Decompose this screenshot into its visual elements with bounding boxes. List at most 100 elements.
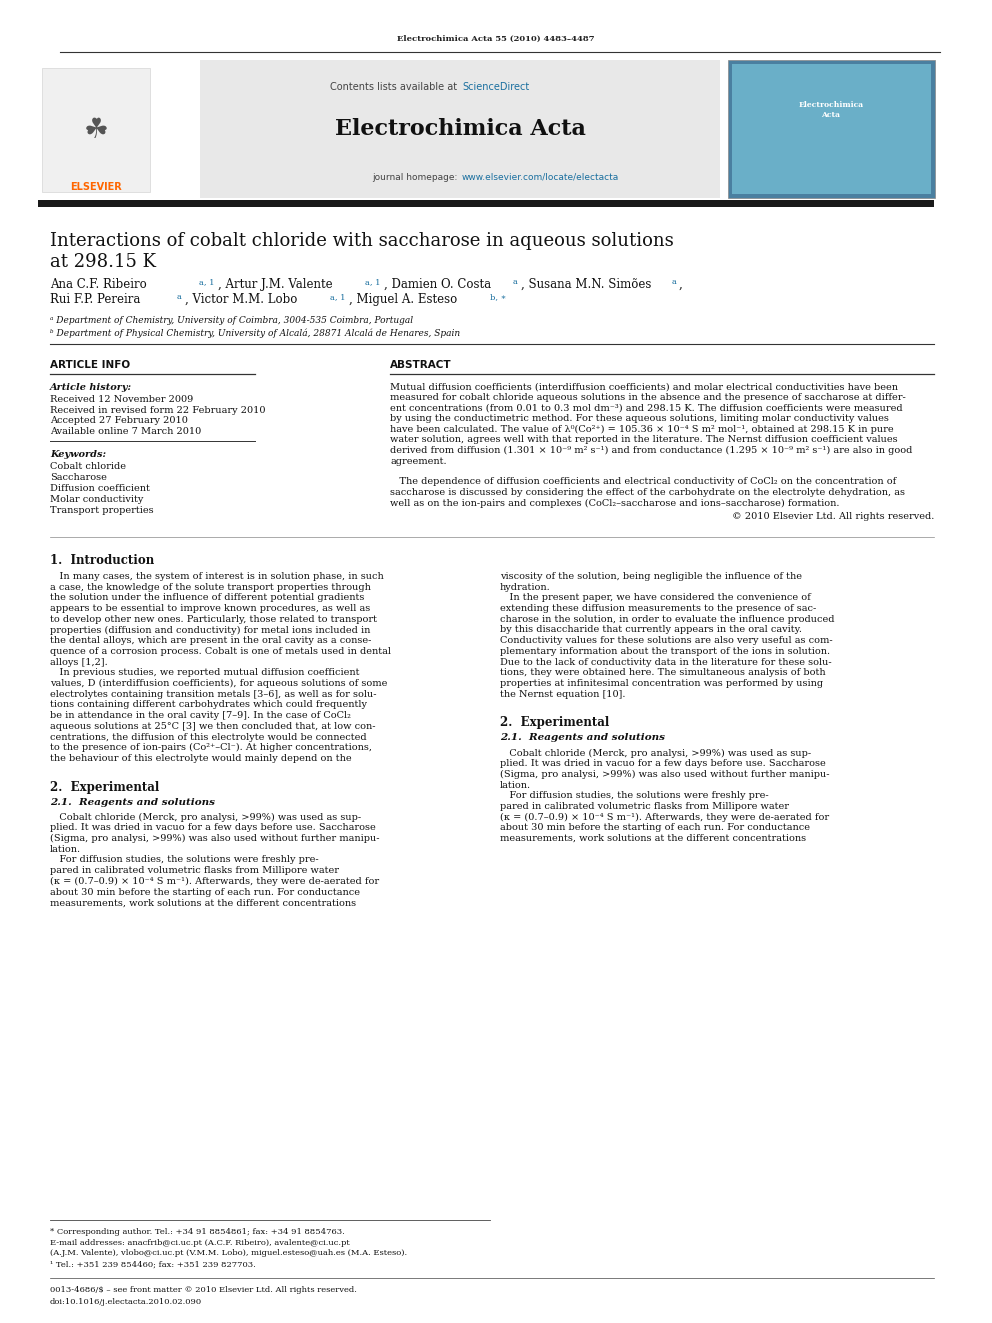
- Text: measurements, work solutions at the different concentrations: measurements, work solutions at the diff…: [500, 833, 806, 843]
- Text: Received in revised form 22 February 2010: Received in revised form 22 February 201…: [50, 406, 266, 415]
- Text: Keywords:: Keywords:: [50, 450, 106, 459]
- Text: Received 12 November 2009: Received 12 November 2009: [50, 396, 193, 404]
- Text: ABSTRACT: ABSTRACT: [390, 360, 451, 370]
- Text: pared in calibrated volumetric flasks from Millipore water: pared in calibrated volumetric flasks fr…: [50, 867, 339, 875]
- Text: ent concentrations (from 0.01 to 0.3 mol dm⁻³) and 298.15 K. The diffusion coeff: ent concentrations (from 0.01 to 0.3 mol…: [390, 404, 903, 413]
- Text: Transport properties: Transport properties: [50, 505, 154, 515]
- Bar: [38, 60, 195, 198]
- Text: Diffusion coefficient: Diffusion coefficient: [50, 484, 150, 493]
- Text: lation.: lation.: [500, 781, 531, 790]
- Text: Rui F.P. Pereira: Rui F.P. Pereira: [50, 292, 141, 306]
- Text: a: a: [672, 278, 677, 286]
- Text: Interactions of cobalt chloride with saccharose in aqueous solutions: Interactions of cobalt chloride with sac…: [50, 232, 674, 250]
- Text: alloys [1,2].: alloys [1,2].: [50, 658, 108, 667]
- Text: journal homepage:: journal homepage:: [372, 173, 460, 183]
- Text: about 30 min before the starting of each run. For conductance: about 30 min before the starting of each…: [500, 823, 810, 832]
- Text: by using the conductimetric method. For these aqueous solutions, limiting molar : by using the conductimetric method. For …: [390, 414, 889, 423]
- Text: (Sigma, pro analysi, >99%) was also used without further manipu-: (Sigma, pro analysi, >99%) was also used…: [500, 770, 829, 779]
- Text: to develop other new ones. Particularly, those related to transport: to develop other new ones. Particularly,…: [50, 615, 377, 624]
- Text: © 2010 Elsevier Ltd. All rights reserved.: © 2010 Elsevier Ltd. All rights reserved…: [732, 512, 934, 521]
- Text: www.elsevier.com/locate/electacta: www.elsevier.com/locate/electacta: [462, 173, 619, 183]
- Text: Available online 7 March 2010: Available online 7 March 2010: [50, 427, 201, 437]
- Text: ☘: ☘: [83, 116, 108, 144]
- Text: ELSEVIER: ELSEVIER: [70, 183, 122, 192]
- Text: extending these diffusion measurements to the presence of sac-: extending these diffusion measurements t…: [500, 605, 816, 613]
- Text: doi:10.1016/j.electacta.2010.02.090: doi:10.1016/j.electacta.2010.02.090: [50, 1298, 202, 1306]
- Text: to the presence of ion-pairs (Co²⁺–Cl⁻). At higher concentrations,: to the presence of ion-pairs (Co²⁺–Cl⁻).…: [50, 744, 372, 753]
- Text: Mutual diffusion coefficients (interdiffusion coefficients) and molar electrical: Mutual diffusion coefficients (interdiff…: [390, 382, 898, 392]
- Bar: [200, 60, 720, 198]
- Text: saccharose is discussed by considering the effect of the carbohydrate on the ele: saccharose is discussed by considering t…: [390, 488, 905, 497]
- Text: Molar conductivity: Molar conductivity: [50, 495, 144, 504]
- Text: For diffusion studies, the solutions were freshly pre-: For diffusion studies, the solutions wer…: [50, 856, 318, 864]
- Bar: [42, 67, 150, 192]
- Text: the behaviour of this electrolyte would mainly depend on the: the behaviour of this electrolyte would …: [50, 754, 351, 763]
- Text: a: a: [513, 278, 518, 286]
- Text: a, 1: a, 1: [199, 278, 214, 286]
- Text: centrations, the diffusion of this electrolyte would be connected: centrations, the diffusion of this elect…: [50, 733, 367, 741]
- Text: properties (diffusion and conductivity) for metal ions included in: properties (diffusion and conductivity) …: [50, 626, 370, 635]
- Text: ᵇ Department of Physical Chemistry, University of Alcalá, 28871 Alcalá de Henare: ᵇ Department of Physical Chemistry, Univ…: [50, 328, 460, 337]
- Text: Electrochimica Acta 55 (2010) 4483–4487: Electrochimica Acta 55 (2010) 4483–4487: [397, 34, 595, 44]
- Text: electrolytes containing transition metals [3–6], as well as for solu-: electrolytes containing transition metal…: [50, 689, 377, 699]
- Text: appears to be essential to improve known procedures, as well as: appears to be essential to improve known…: [50, 605, 370, 613]
- Text: plementary information about the transport of the ions in solution.: plementary information about the transpo…: [500, 647, 830, 656]
- Text: In the present paper, we have considered the convenience of: In the present paper, we have considered…: [500, 594, 810, 602]
- Text: (κ = (0.7–0.9) × 10⁻⁴ S m⁻¹). Afterwards, they were de-aerated for: (κ = (0.7–0.9) × 10⁻⁴ S m⁻¹). Afterwards…: [50, 877, 379, 886]
- Text: plied. It was dried in vacuo for a few days before use. Saccharose: plied. It was dried in vacuo for a few d…: [500, 759, 825, 769]
- Text: by this disaccharide that currently appears in the oral cavity.: by this disaccharide that currently appe…: [500, 626, 802, 635]
- Text: , Victor M.M. Lobo: , Victor M.M. Lobo: [185, 292, 298, 306]
- Text: measurements, work solutions at the different concentrations: measurements, work solutions at the diff…: [50, 898, 356, 908]
- Text: tions containing different carbohydrates which could frequently: tions containing different carbohydrates…: [50, 700, 367, 709]
- Text: , Damien O. Costa: , Damien O. Costa: [384, 278, 491, 291]
- Text: , Miguel A. Esteso: , Miguel A. Esteso: [349, 292, 457, 306]
- Text: a, 1: a, 1: [365, 278, 381, 286]
- Text: tions, they were obtained here. The simultaneous analysis of both: tions, they were obtained here. The simu…: [500, 668, 825, 677]
- Text: hydration.: hydration.: [500, 582, 551, 591]
- Text: ,: ,: [679, 278, 682, 291]
- Text: In many cases, the system of interest is in solution phase, in such: In many cases, the system of interest is…: [50, 572, 384, 581]
- Text: Electrochimica
Acta: Electrochimica Acta: [799, 101, 864, 119]
- Text: ¹ Tel.: +351 239 854460; fax: +351 239 827703.: ¹ Tel.: +351 239 854460; fax: +351 239 8…: [50, 1261, 256, 1269]
- Text: about 30 min before the starting of each run. For conductance: about 30 min before the starting of each…: [50, 888, 360, 897]
- Text: ᵃ Department of Chemistry, University of Coimbra, 3004-535 Coimbra, Portugal: ᵃ Department of Chemistry, University of…: [50, 316, 413, 325]
- Text: Cobalt chloride (Merck, pro analysi, >99%) was used as sup-: Cobalt chloride (Merck, pro analysi, >99…: [500, 749, 811, 758]
- Text: ARTICLE INFO: ARTICLE INFO: [50, 360, 130, 370]
- Text: measured for cobalt chloride aqueous solutions in the absence and the presence o: measured for cobalt chloride aqueous sol…: [390, 393, 906, 402]
- Text: E-mail addresses: anacfrib@ci.uc.pt (A.C.F. Ribeiro), avalente@ci.uc.pt: E-mail addresses: anacfrib@ci.uc.pt (A.C…: [50, 1240, 350, 1248]
- Text: (Sigma, pro analysi, >99%) was also used without further manipu-: (Sigma, pro analysi, >99%) was also used…: [50, 833, 380, 843]
- Text: lation.: lation.: [50, 844, 81, 853]
- Text: b, ∗: b, ∗: [490, 292, 506, 302]
- Text: 1.  Introduction: 1. Introduction: [50, 554, 154, 568]
- Text: the Nernst equation [10].: the Nernst equation [10].: [500, 689, 626, 699]
- Bar: [728, 60, 935, 198]
- Text: Due to the lack of conductivity data in the literature for these solu-: Due to the lack of conductivity data in …: [500, 658, 831, 667]
- Text: have been calculated. The value of λ⁰(Co²⁺) = 105.36 × 10⁻⁴ S m² mol⁻¹, obtained: have been calculated. The value of λ⁰(Co…: [390, 425, 894, 434]
- Text: at 298.15 K: at 298.15 K: [50, 253, 156, 271]
- Text: a case, the knowledge of the solute transport properties through: a case, the knowledge of the solute tran…: [50, 582, 371, 591]
- Text: The dependence of diffusion coefficients and electrical conductivity of CoCl₂ on: The dependence of diffusion coefficients…: [390, 478, 896, 487]
- Text: Article history:: Article history:: [50, 382, 132, 392]
- Text: well as on the ion-pairs and complexes (CoCl₂–saccharose and ions–saccharose) fo: well as on the ion-pairs and complexes (…: [390, 499, 839, 508]
- Text: plied. It was dried in vacuo for a few days before use. Saccharose: plied. It was dried in vacuo for a few d…: [50, 823, 376, 832]
- Text: Cobalt chloride (Merck, pro analysi, >99%) was used as sup-: Cobalt chloride (Merck, pro analysi, >99…: [50, 812, 361, 822]
- Text: 2.  Experimental: 2. Experimental: [500, 716, 609, 729]
- Text: ScienceDirect: ScienceDirect: [462, 82, 530, 93]
- Text: * Corresponding author. Tel.: +34 91 8854861; fax: +34 91 8854763.: * Corresponding author. Tel.: +34 91 885…: [50, 1228, 345, 1236]
- Text: Accepted 27 February 2010: Accepted 27 February 2010: [50, 415, 187, 425]
- Bar: [38, 200, 934, 206]
- Text: , Artur J.M. Valente: , Artur J.M. Valente: [218, 278, 332, 291]
- Text: pared in calibrated volumetric flasks from Millipore water: pared in calibrated volumetric flasks fr…: [500, 802, 789, 811]
- Text: Contents lists available at: Contents lists available at: [329, 82, 460, 93]
- Text: properties at infinitesimal concentration was performed by using: properties at infinitesimal concentratio…: [500, 679, 823, 688]
- Text: agreement.: agreement.: [390, 456, 446, 466]
- Text: (κ = (0.7–0.9) × 10⁻⁴ S m⁻¹). Afterwards, they were de-aerated for: (κ = (0.7–0.9) × 10⁻⁴ S m⁻¹). Afterwards…: [500, 812, 829, 822]
- Text: Electrochimica Acta: Electrochimica Acta: [334, 118, 585, 140]
- Text: the dental alloys, which are present in the oral cavity as a conse-: the dental alloys, which are present in …: [50, 636, 371, 646]
- Text: quence of a corrosion process. Cobalt is one of metals used in dental: quence of a corrosion process. Cobalt is…: [50, 647, 391, 656]
- Text: Conductivity values for these solutions are also very useful as com-: Conductivity values for these solutions …: [500, 636, 832, 646]
- Text: Cobalt chloride: Cobalt chloride: [50, 462, 126, 471]
- Text: In previous studies, we reported mutual diffusion coefficient: In previous studies, we reported mutual …: [50, 668, 359, 677]
- Text: be in attendance in the oral cavity [7–9]. In the case of CoCl₂: be in attendance in the oral cavity [7–9…: [50, 710, 351, 720]
- Text: For diffusion studies, the solutions were freshly pre-: For diffusion studies, the solutions wer…: [500, 791, 769, 800]
